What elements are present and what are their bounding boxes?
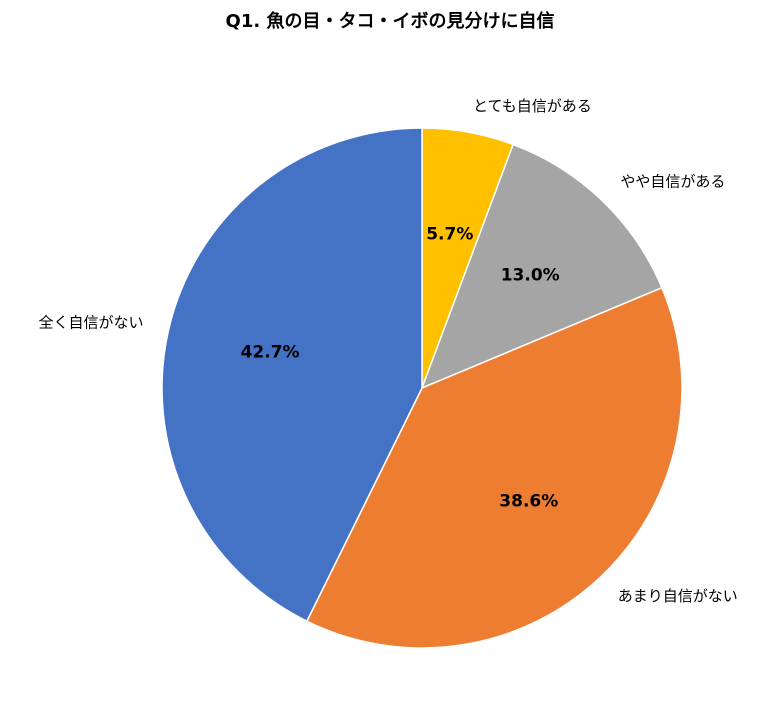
- value-label: 13.0%: [501, 266, 560, 286]
- value-label: 38.6%: [499, 492, 558, 512]
- pie-slice: [420, 143, 663, 390]
- value-label: 5.7%: [426, 224, 473, 244]
- category-label: とても自信がある: [473, 97, 592, 115]
- pie-slice: [305, 286, 683, 649]
- pie-slice: [161, 127, 423, 623]
- category-label: やや自信がある: [620, 172, 725, 190]
- category-label: 全く自信がない: [38, 313, 143, 331]
- category-label: あまり自信がない: [618, 587, 738, 605]
- value-label: 42.7%: [241, 343, 300, 363]
- chart-title: Q1. 魚の目・タコ・イボの見分けに自信: [226, 10, 555, 32]
